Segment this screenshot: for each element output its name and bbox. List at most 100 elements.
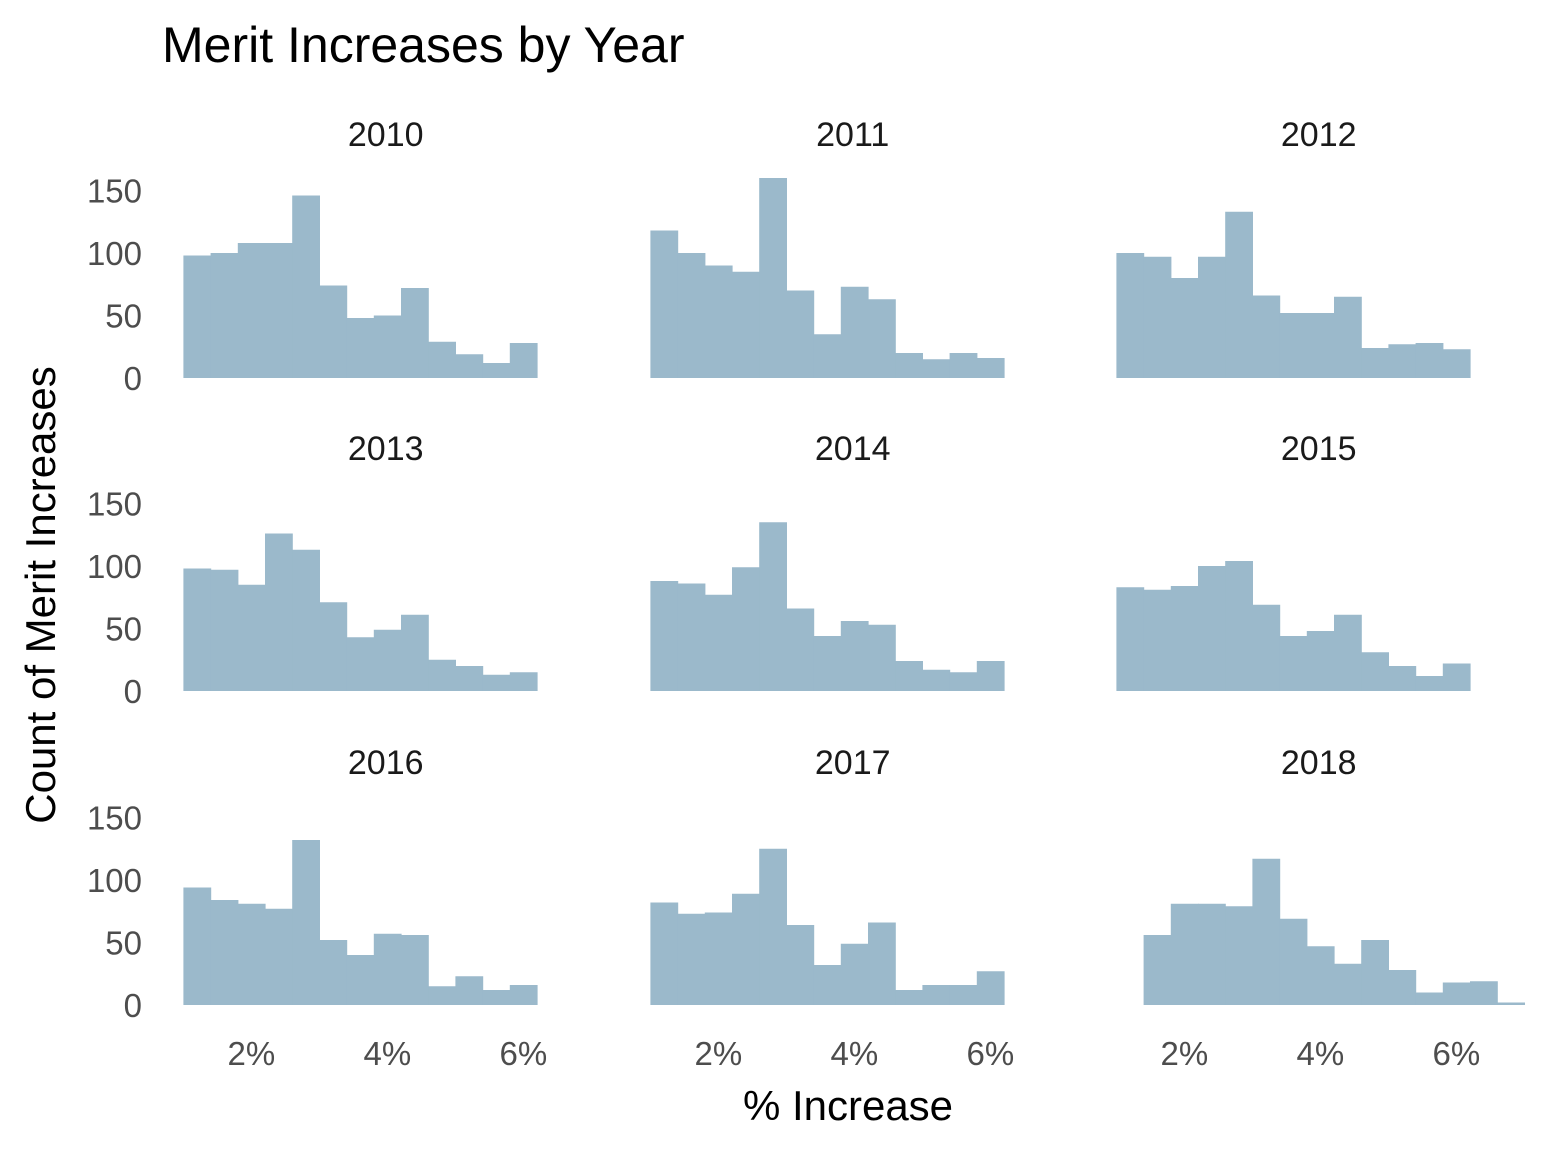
histogram-bar (895, 353, 923, 378)
panel-strip-label: 2011 (816, 116, 889, 154)
panel-2015: 2015 (1116, 430, 1471, 691)
histogram-bar (401, 614, 429, 691)
histogram-bar (704, 594, 733, 691)
panel-2010: 2010 0 50 100 150 (87, 116, 538, 397)
panel-2014: 2014 (650, 430, 1005, 691)
panel-2016: 2016 0 50 100 150 2% 4% 6% (87, 744, 547, 1072)
histogram-bar (1279, 636, 1308, 691)
histogram-bar (183, 887, 212, 1005)
histogram-bar (759, 522, 787, 691)
chart-title: Merit Increases by Year (162, 17, 685, 73)
histogram-bar (840, 943, 869, 1005)
histogram-bar (840, 286, 869, 378)
histogram-bar (1442, 982, 1471, 1005)
histogram-bar (1198, 903, 1226, 1005)
histogram-bar (813, 965, 842, 1005)
histogram-bar (428, 986, 456, 1005)
y-axis-label: Count of Merit Increases (17, 366, 64, 824)
histogram-bar (1497, 1002, 1525, 1005)
histogram-bar (704, 912, 733, 1005)
histogram-bar (650, 230, 679, 378)
histogram-bar (1143, 935, 1172, 1005)
histogram-bar (210, 253, 239, 378)
histogram-bar (949, 985, 978, 1005)
histogram-bar (949, 672, 978, 691)
histogram-bar (1442, 349, 1471, 378)
histogram-bar (949, 353, 978, 378)
histogram-bar (1306, 313, 1335, 378)
histogram-bar (292, 549, 320, 691)
histogram-bar (1388, 666, 1417, 691)
histogram-bar (868, 624, 896, 691)
histogram-bar (292, 840, 320, 1005)
histogram-bar (482, 363, 511, 378)
histogram-bar (509, 343, 538, 378)
panel-2017: 2017 2% 4% 6% (650, 744, 1014, 1072)
histogram-bar (895, 990, 923, 1005)
histogram-bar (1361, 940, 1389, 1005)
histogram-bar (922, 985, 951, 1005)
histogram-bar (1143, 256, 1172, 378)
histogram-bar (976, 358, 1005, 378)
panel-2012: 2012 (1116, 116, 1471, 378)
histogram-bar (677, 583, 706, 691)
histogram-bar (1170, 903, 1199, 1005)
histogram-bar (1306, 946, 1335, 1005)
histogram-bar (732, 271, 760, 378)
histogram-bar (1334, 296, 1362, 378)
panel-strip-label: 2018 (1281, 744, 1357, 782)
histogram-bar (265, 908, 293, 1005)
histogram-bar (868, 299, 896, 378)
x-axis-label: % Increase (743, 1082, 953, 1129)
histogram-bar (1252, 604, 1281, 691)
histogram-bar (1252, 295, 1281, 378)
histogram-bar (732, 893, 760, 1005)
histogram-bar (265, 533, 293, 691)
histogram-bar (401, 288, 429, 378)
histogram-bar (455, 976, 484, 1005)
histogram-bar (373, 629, 402, 691)
histogram-bar (976, 971, 1005, 1005)
y-tick-label: 150 (87, 800, 142, 837)
histogram-bar (183, 568, 212, 691)
y-tick-label: 150 (87, 486, 142, 523)
histogram-bar (265, 243, 293, 378)
y-tick-label: 0 (124, 987, 142, 1024)
histogram-bar (1361, 348, 1389, 378)
panel-strip-label: 2015 (1281, 430, 1357, 468)
histogram-bar (1415, 992, 1444, 1005)
panel-strip-label: 2013 (348, 430, 424, 468)
y-tick-label: 100 (87, 862, 142, 899)
histogram-bar (759, 848, 787, 1005)
histogram-bar (1225, 906, 1253, 1005)
x-tick-label: 6% (1433, 1035, 1481, 1072)
y-tick-label: 100 (87, 548, 142, 585)
histogram-bar (650, 581, 679, 691)
panel-strip-label: 2012 (1281, 116, 1357, 154)
histogram-bar (292, 195, 320, 378)
histogram-bar (922, 359, 951, 378)
histogram-bar (1306, 631, 1335, 691)
histogram-bar (813, 636, 842, 691)
histogram-bar (1470, 981, 1498, 1005)
x-tick-label: 6% (967, 1035, 1015, 1072)
histogram-bar (786, 608, 815, 691)
histogram-bar (210, 900, 239, 1005)
histogram-bar (210, 569, 239, 691)
x-tick-label: 4% (364, 1035, 412, 1072)
x-tick-label: 4% (1297, 1035, 1345, 1072)
panel-strip-label: 2017 (815, 744, 891, 782)
histogram-bar (373, 315, 402, 378)
histogram-bar (509, 672, 538, 691)
histogram-bar (1279, 918, 1308, 1005)
histogram-bar (895, 661, 923, 691)
histogram-bar (373, 933, 402, 1005)
histogram-bar (455, 354, 484, 378)
histogram-bar (1388, 344, 1417, 378)
histogram-bar (1415, 343, 1444, 378)
histogram-bar (237, 903, 266, 1005)
histogram-bar (922, 669, 951, 691)
y-tick-label: 150 (87, 173, 142, 210)
histogram-bar (319, 285, 348, 378)
